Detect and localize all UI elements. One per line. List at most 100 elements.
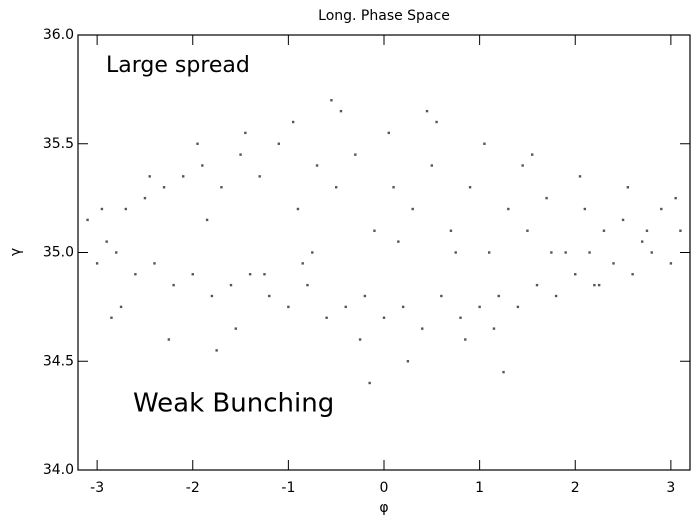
point: [311, 251, 314, 254]
point: [502, 370, 505, 374]
point: [674, 196, 677, 200]
point: [392, 186, 395, 189]
point: [669, 262, 673, 265]
point: [516, 305, 520, 309]
point: [191, 273, 194, 276]
point: [239, 153, 242, 156]
point: [507, 207, 510, 211]
point: [148, 175, 151, 178]
point: [268, 294, 271, 298]
point: [521, 164, 524, 167]
point: [291, 120, 295, 124]
annotation: Large spread: [106, 53, 250, 78]
point: [134, 273, 137, 276]
point: [574, 273, 577, 276]
y-tick-label: 36.0: [43, 27, 74, 43]
point: [277, 142, 281, 145]
point: [621, 218, 625, 222]
point: [645, 229, 649, 232]
point: [248, 273, 252, 276]
point: [497, 294, 500, 298]
point: [578, 175, 582, 178]
point: [220, 186, 223, 189]
point: [162, 186, 166, 189]
point: [100, 207, 104, 211]
point: [397, 240, 400, 243]
x-axis-label: φ: [379, 500, 388, 516]
point: [301, 262, 304, 265]
point: [167, 338, 171, 341]
point: [535, 283, 539, 287]
point: [593, 283, 596, 287]
point: [201, 164, 204, 167]
point: [531, 153, 534, 156]
point: [411, 207, 414, 211]
annotation: Weak Bunching: [133, 389, 334, 419]
point: [660, 207, 663, 211]
point: [401, 305, 405, 309]
point: [244, 131, 247, 135]
point: [406, 360, 410, 363]
point: [382, 316, 386, 319]
point: [597, 283, 601, 287]
y-tick-label: 34.5: [43, 353, 74, 369]
point: [564, 251, 567, 254]
point: [344, 305, 347, 309]
y-tick-label: 35.0: [43, 245, 74, 261]
point: [650, 251, 653, 254]
point: [196, 142, 199, 145]
point: [679, 229, 682, 232]
point: [449, 229, 453, 232]
point: [640, 240, 644, 243]
point: [440, 294, 443, 298]
point: [631, 273, 634, 276]
point: [430, 164, 434, 167]
point: [435, 120, 438, 124]
point: [354, 153, 357, 156]
point: [425, 109, 429, 113]
point: [545, 196, 548, 200]
point: [181, 175, 185, 178]
point: [526, 229, 529, 232]
point: [373, 229, 376, 232]
point: [263, 273, 266, 276]
point: [115, 251, 118, 254]
point: [315, 164, 319, 167]
point: [229, 283, 233, 287]
point: [358, 338, 362, 341]
point: [387, 131, 390, 135]
point: [330, 99, 333, 102]
x-tick-label: 1: [475, 480, 484, 496]
point: [306, 283, 309, 287]
point: [339, 109, 343, 113]
point: [205, 218, 209, 222]
point: [105, 240, 108, 243]
point: [464, 338, 467, 341]
point: [454, 251, 457, 254]
point: [459, 316, 462, 319]
y-axis-label: γ: [8, 248, 24, 256]
point: [421, 327, 424, 330]
x-tick-label: -2: [186, 480, 200, 496]
point: [110, 316, 113, 319]
chart-title: Long. Phase Space: [318, 8, 450, 24]
point: [95, 262, 99, 265]
point: [487, 251, 491, 254]
x-tick-label: 3: [666, 480, 675, 496]
point: [119, 305, 123, 309]
point: [287, 305, 290, 309]
x-tick-label: -1: [281, 480, 295, 496]
point: [583, 207, 587, 211]
point: [296, 207, 300, 211]
point: [258, 175, 261, 178]
point: [153, 262, 156, 265]
point: [368, 381, 371, 385]
point: [602, 229, 606, 232]
point: [554, 294, 558, 298]
point: [363, 294, 367, 298]
x-tick-label: -3: [90, 480, 104, 496]
point: [492, 327, 496, 330]
y-tick-label: 35.5: [43, 136, 74, 152]
point: [468, 186, 472, 189]
